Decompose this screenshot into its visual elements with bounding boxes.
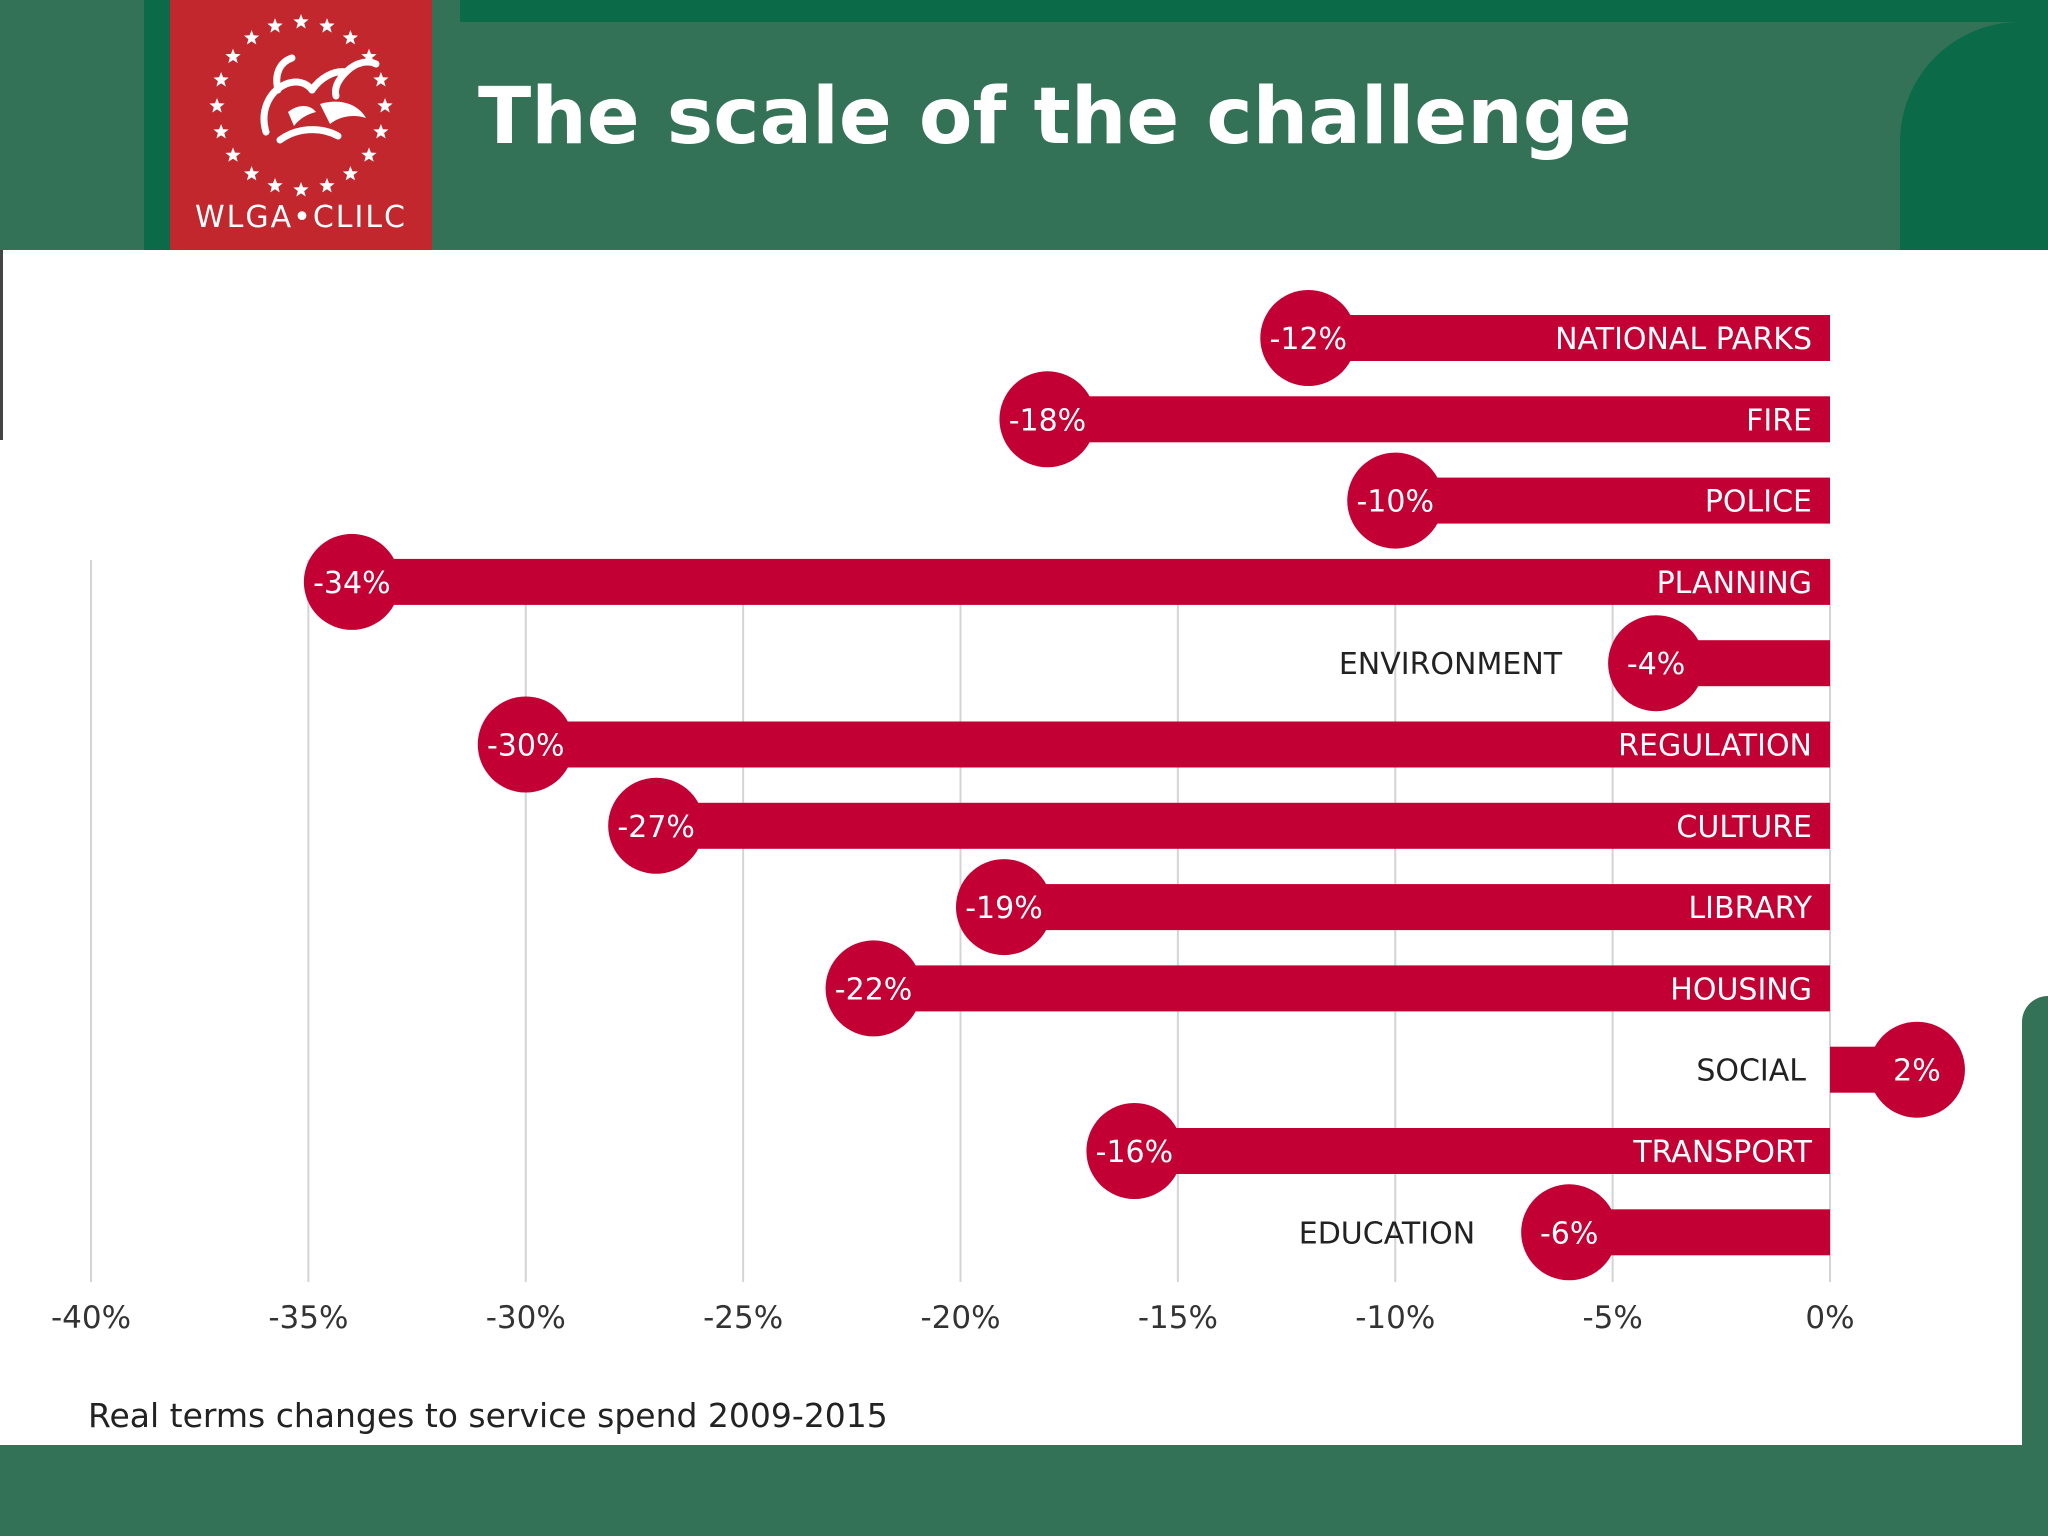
x-tick-label: -25% [703, 1300, 783, 1336]
bar-end-circle [303, 533, 400, 630]
category-label: PLANNING [1657, 566, 1812, 601]
header-bar: WLGA•CLILC The scale of the challenge [0, 0, 2048, 250]
x-tick-label: -5% [1582, 1300, 1642, 1336]
logo-star-icon [213, 72, 229, 87]
logo-star-icon [225, 147, 241, 162]
logo-star-icon [373, 72, 389, 87]
logo-star-icon [361, 48, 377, 64]
bar [1308, 315, 1830, 361]
bar-end-circle [608, 777, 705, 874]
header-top-band [460, 0, 2048, 22]
category-label: EDUCATION [1299, 1216, 1475, 1251]
data-label: -6% [1540, 1216, 1598, 1251]
category-label: ENVIRONMENT [1339, 647, 1563, 682]
data-label: -19% [965, 891, 1043, 926]
dragon-emblem-icon [209, 14, 393, 197]
bar [1003, 884, 1830, 931]
logo-star-icon [293, 14, 309, 29]
logo-star-icon [267, 177, 283, 193]
left-rule [0, 250, 3, 440]
logo-star-icon [361, 147, 377, 162]
bar-end-circle [1260, 290, 1357, 386]
data-label: -34% [313, 566, 391, 601]
category-label: SOCIAL [1696, 1054, 1806, 1089]
x-tick-label: -35% [268, 1300, 348, 1336]
chart-caption: Real terms changes to service spend 2009… [88, 1396, 888, 1435]
category-label: HOUSING [1670, 972, 1812, 1007]
header-stripe [144, 0, 170, 250]
logo-star-icon [373, 124, 389, 139]
bar-end-circle [1086, 1103, 1183, 1199]
data-label: -27% [617, 810, 695, 845]
data-label: -16% [1096, 1135, 1174, 1170]
category-label: LIBRARY [1688, 891, 1812, 926]
bar [1395, 477, 1830, 524]
category-label: POLICE [1705, 485, 1812, 520]
bar-end-circle [1521, 1184, 1618, 1281]
data-label: -22% [835, 972, 913, 1007]
logo-star-icon [244, 166, 260, 181]
logo-star-icon [225, 48, 241, 64]
right-edge-tab [2022, 996, 2048, 1448]
bar-end-circle [1868, 1021, 1965, 1118]
data-label: -4% [1627, 647, 1685, 682]
bar-end-circle [477, 696, 574, 793]
x-tick-label: 0% [1805, 1300, 1854, 1336]
logo-star-icon [319, 177, 335, 193]
bar [351, 558, 1831, 605]
wlga-logo: WLGA•CLILC [170, 0, 432, 250]
bar [1047, 396, 1830, 443]
data-label: -12% [1270, 322, 1348, 357]
category-label: NATIONAL PARKS [1555, 322, 1812, 357]
logo-star-icon [293, 182, 309, 197]
logo-star-icon [267, 18, 283, 33]
logo-star-icon [244, 30, 260, 45]
category-label: REGULATION [1618, 729, 1812, 764]
logo-star-icon [319, 18, 335, 33]
logo-star-icon [342, 166, 358, 181]
header-curve [1900, 22, 2048, 250]
bar [525, 721, 1830, 768]
x-tick-label: -40% [51, 1300, 131, 1336]
bar [656, 802, 1830, 849]
bar-end-circle [1608, 615, 1705, 712]
x-tick-label: -20% [920, 1300, 1000, 1336]
spend-change-chart: -12% NATIONAL PARKS -18% FIRE -10% POLICE -34%… [51, 290, 1965, 1336]
logo-star-icon [213, 124, 229, 139]
data-label: -10% [1356, 485, 1434, 520]
bar-end-circle [955, 859, 1052, 956]
bar-end-circle [825, 940, 922, 1037]
bar [1134, 1128, 1830, 1174]
bar-end-circle [999, 371, 1096, 468]
x-tick-label: -15% [1138, 1300, 1218, 1336]
bar [873, 965, 1830, 1012]
footer-bar [0, 1445, 2048, 1536]
x-tick-label: -30% [486, 1300, 566, 1336]
logo-star-icon [209, 98, 225, 113]
data-label: -30% [487, 729, 565, 764]
logo-text: WLGA•CLILC [194, 200, 407, 235]
bar-end-circle [1347, 452, 1444, 549]
category-label: TRANSPORT [1632, 1135, 1812, 1170]
x-tick-label: -10% [1355, 1300, 1435, 1336]
page-title: The scale of the challenge [478, 72, 1632, 162]
data-label: 2% [1893, 1054, 1941, 1089]
category-label: CULTURE [1676, 810, 1812, 845]
data-label: -18% [1009, 403, 1087, 438]
logo-star-icon [342, 30, 358, 45]
category-label: FIRE [1746, 403, 1812, 438]
logo-star-icon [377, 98, 393, 113]
